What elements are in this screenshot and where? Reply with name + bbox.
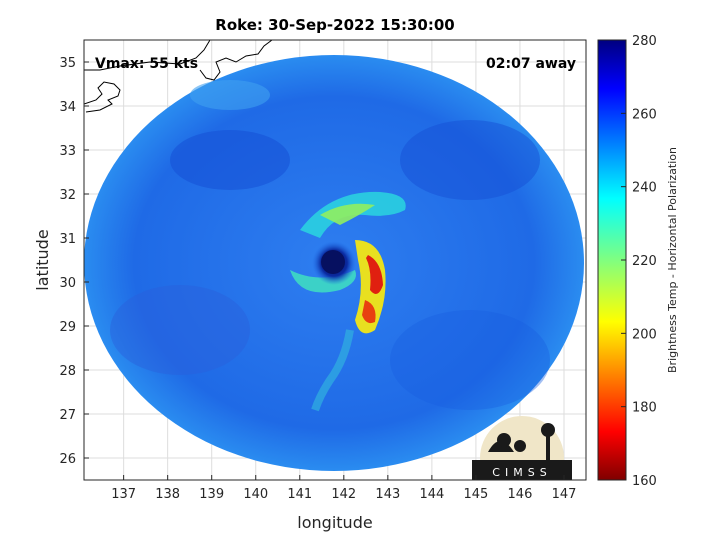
y-tick-label: 31 — [59, 232, 76, 247]
x-tick-label: 144 — [419, 487, 444, 502]
y-axis: 26 27 28 29 30 31 32 33 34 35 — [59, 56, 89, 467]
vmax-label: Vmax: 55 kts — [95, 56, 198, 72]
colorbar-tick-label: 200 — [632, 327, 657, 342]
x-axis: 137 138 139 140 141 142 143 144 145 146 147 — [111, 475, 576, 502]
time-away-label: 02:07 away — [486, 56, 576, 72]
y-tick-label: 34 — [59, 100, 76, 115]
plot-area: CIMSS Vmax: 55 kts 02:07 away — [84, 40, 586, 480]
colorbar: 160 180 200 220 240 260 280 Brightness Temp - … — [597, 34, 679, 489]
coastline — [84, 40, 273, 113]
logo-text: CIMSS — [492, 466, 551, 479]
y-tick-label: 30 — [59, 276, 76, 291]
y-axis-label: latitude — [33, 229, 52, 290]
satellite-swath — [84, 55, 584, 471]
y-tick-label: 35 — [59, 56, 76, 71]
y-tick-label: 27 — [59, 408, 76, 423]
colorbar-tick-label: 180 — [632, 401, 657, 416]
colorbar-tick-label: 160 — [632, 474, 657, 489]
colorbar-ticks: 160 180 200 220 240 260 280 — [621, 34, 657, 489]
y-tick-label: 33 — [59, 144, 76, 159]
figure-title: Roke: 30-Sep-2022 15:30:00 — [215, 16, 454, 34]
x-axis-label: longitude — [297, 513, 372, 532]
x-tick-label: 140 — [243, 487, 268, 502]
x-tick-label: 137 — [111, 487, 136, 502]
colorbar-tick-label: 240 — [632, 181, 657, 196]
y-tick-label: 32 — [59, 188, 76, 203]
y-tick-label: 26 — [59, 452, 76, 467]
x-tick-label: 147 — [552, 487, 577, 502]
colorbar-tick-label: 280 — [632, 34, 657, 49]
colorbar-tick-label: 220 — [632, 254, 657, 269]
colorbar-label: Brightness Temp - Horizontal Polarizatio… — [666, 147, 679, 373]
x-tick-label: 138 — [155, 487, 180, 502]
x-tick-label: 146 — [508, 487, 533, 502]
x-tick-label: 141 — [287, 487, 312, 502]
colorbar-tick-label: 260 — [632, 107, 657, 122]
x-tick-label: 143 — [375, 487, 400, 502]
x-tick-label: 139 — [199, 487, 224, 502]
x-tick-label: 142 — [331, 487, 356, 502]
x-tick-label: 145 — [463, 487, 488, 502]
y-tick-label: 28 — [59, 364, 76, 379]
y-tick-label: 29 — [59, 320, 76, 335]
plot-border — [83, 39, 587, 481]
cimss-logo: CIMSS — [472, 416, 572, 480]
